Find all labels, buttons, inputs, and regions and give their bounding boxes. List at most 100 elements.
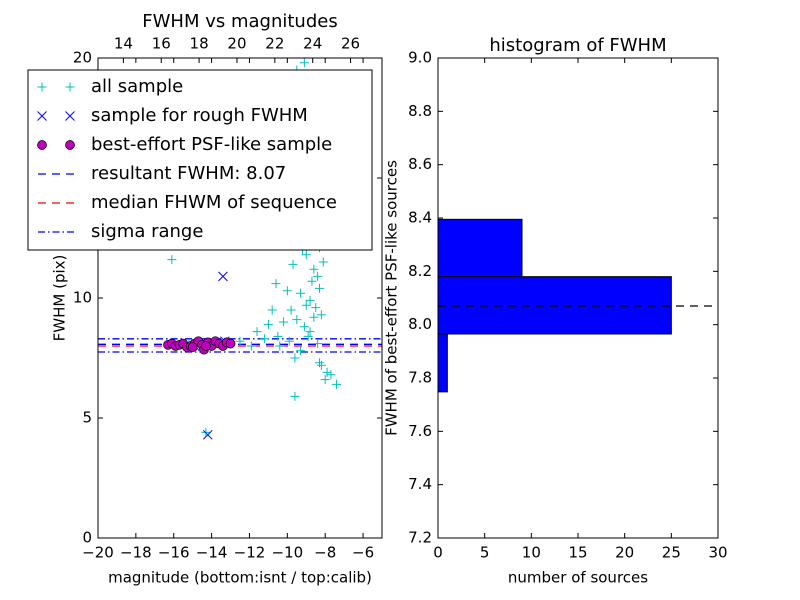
y-tick-label: 7.6 — [408, 422, 432, 440]
plus-marker — [305, 295, 315, 305]
y-tick-label: 20 — [73, 49, 92, 67]
x-tick-label: −20 — [82, 544, 114, 562]
plus-marker — [320, 375, 330, 385]
x-tick-label: −10 — [272, 544, 304, 562]
circle-marker — [187, 342, 198, 353]
plus-marker — [286, 305, 296, 315]
plus-marker — [267, 305, 277, 315]
top-tick-label: 16 — [152, 35, 171, 53]
plus-marker — [301, 300, 311, 310]
plus-marker — [316, 360, 326, 370]
top-tick-label: 22 — [265, 35, 284, 53]
y-tick-label: 7.4 — [408, 475, 432, 493]
plus-marker — [273, 331, 283, 341]
x-tick-label: 15 — [568, 544, 587, 562]
y-tick-label: 0 — [82, 529, 92, 547]
plus-marker — [263, 319, 273, 329]
plus-marker — [167, 255, 177, 265]
plus-marker — [290, 391, 300, 401]
plus-marker — [279, 317, 289, 327]
plus-marker — [301, 250, 311, 260]
top-tick-label: 26 — [341, 35, 360, 53]
y-tick-label: 7.2 — [408, 529, 432, 547]
y-axis-label: FWHM (pix) — [51, 255, 69, 342]
legend-label: best-effort PSF-like sample — [91, 134, 332, 155]
y-tick-label: 8.8 — [408, 102, 432, 120]
x-marker — [65, 111, 75, 121]
plus-marker — [332, 379, 342, 389]
plus-marker — [313, 271, 323, 281]
x-tick-label: 0 — [433, 544, 443, 562]
plus-marker — [305, 327, 315, 337]
plus-marker — [290, 353, 300, 363]
y-tick-label: 9.0 — [408, 49, 432, 67]
y-tick-label: 5 — [82, 409, 92, 427]
legend-box — [27, 69, 373, 251]
plus-marker — [260, 334, 270, 344]
y-axis-label: FWHM of best-effort PSF-like sources — [383, 160, 401, 436]
x-tick-label: 25 — [662, 544, 681, 562]
legend: all sample sample for rough FWHM best-effo… — [27, 69, 373, 251]
legend-label: median FHWM of sequence — [91, 192, 337, 213]
y-tick-label: 8.4 — [408, 209, 432, 227]
x-tick-label: −12 — [234, 544, 266, 562]
x-tick-label: 20 — [615, 544, 634, 562]
plus-marker — [303, 331, 313, 341]
plus-marker — [275, 341, 285, 351]
x-tick-label: −6 — [352, 544, 374, 562]
legend-label: sample for rough FWHM — [91, 105, 308, 126]
y-tick-label: 7.8 — [408, 369, 432, 387]
y-tick-label: 8.2 — [408, 262, 432, 280]
plus-marker — [299, 58, 309, 68]
circle-marker — [37, 140, 47, 150]
legend-label: resultant FWHM: 8.07 — [91, 163, 286, 184]
top-tick-label: 20 — [227, 35, 246, 53]
chart-title: FWHM vs magnitudes — [142, 11, 337, 32]
plus-marker — [37, 82, 47, 92]
frame — [437, 57, 719, 539]
x-marker — [218, 271, 228, 282]
x-axis-label: number of sources — [508, 569, 648, 587]
plus-marker — [282, 286, 292, 296]
plus-marker — [246, 341, 256, 351]
legend-label: all sample — [91, 76, 183, 97]
top-tick-label: 24 — [303, 35, 322, 53]
plus-marker — [315, 358, 325, 368]
x-tick-label: −14 — [196, 544, 228, 562]
plus-marker — [65, 82, 75, 92]
x-tick-label: 30 — [708, 544, 727, 562]
plus-marker — [235, 336, 245, 346]
plus-marker — [309, 264, 319, 274]
plus-marker — [288, 259, 298, 269]
plus-marker — [252, 327, 262, 337]
circle-marker — [65, 140, 75, 150]
legend-label: sigma range — [91, 221, 203, 242]
histogram-bar — [437, 276, 672, 335]
plus-marker — [318, 257, 328, 267]
plus-marker — [296, 346, 306, 356]
plus-marker — [322, 367, 332, 377]
frame — [97, 57, 383, 539]
circle-marker — [225, 338, 236, 349]
plus-marker — [307, 276, 317, 286]
top-tick-label: 14 — [114, 35, 133, 53]
y-tick-label: 8.6 — [408, 155, 432, 173]
y-tick-label: 8.0 — [408, 315, 432, 333]
chart-title: histogram of FWHM — [489, 35, 666, 56]
plus-marker — [292, 315, 302, 325]
circle-marker — [201, 341, 211, 351]
x-tick-label: −8 — [314, 544, 336, 562]
plus-marker — [313, 339, 323, 349]
plus-marker — [284, 336, 294, 346]
plus-marker — [271, 279, 281, 289]
plus-marker — [311, 303, 321, 313]
plus-marker — [316, 310, 326, 320]
x-axis-label: magnitude (bottom:isnt / top:calib) — [108, 569, 372, 587]
plus-marker — [315, 283, 325, 293]
histogram-bar — [437, 333, 448, 393]
x-tick-label: −18 — [120, 544, 152, 562]
x-tick-label: 5 — [480, 544, 490, 562]
plus-marker — [309, 312, 319, 322]
x-marker — [202, 429, 213, 440]
